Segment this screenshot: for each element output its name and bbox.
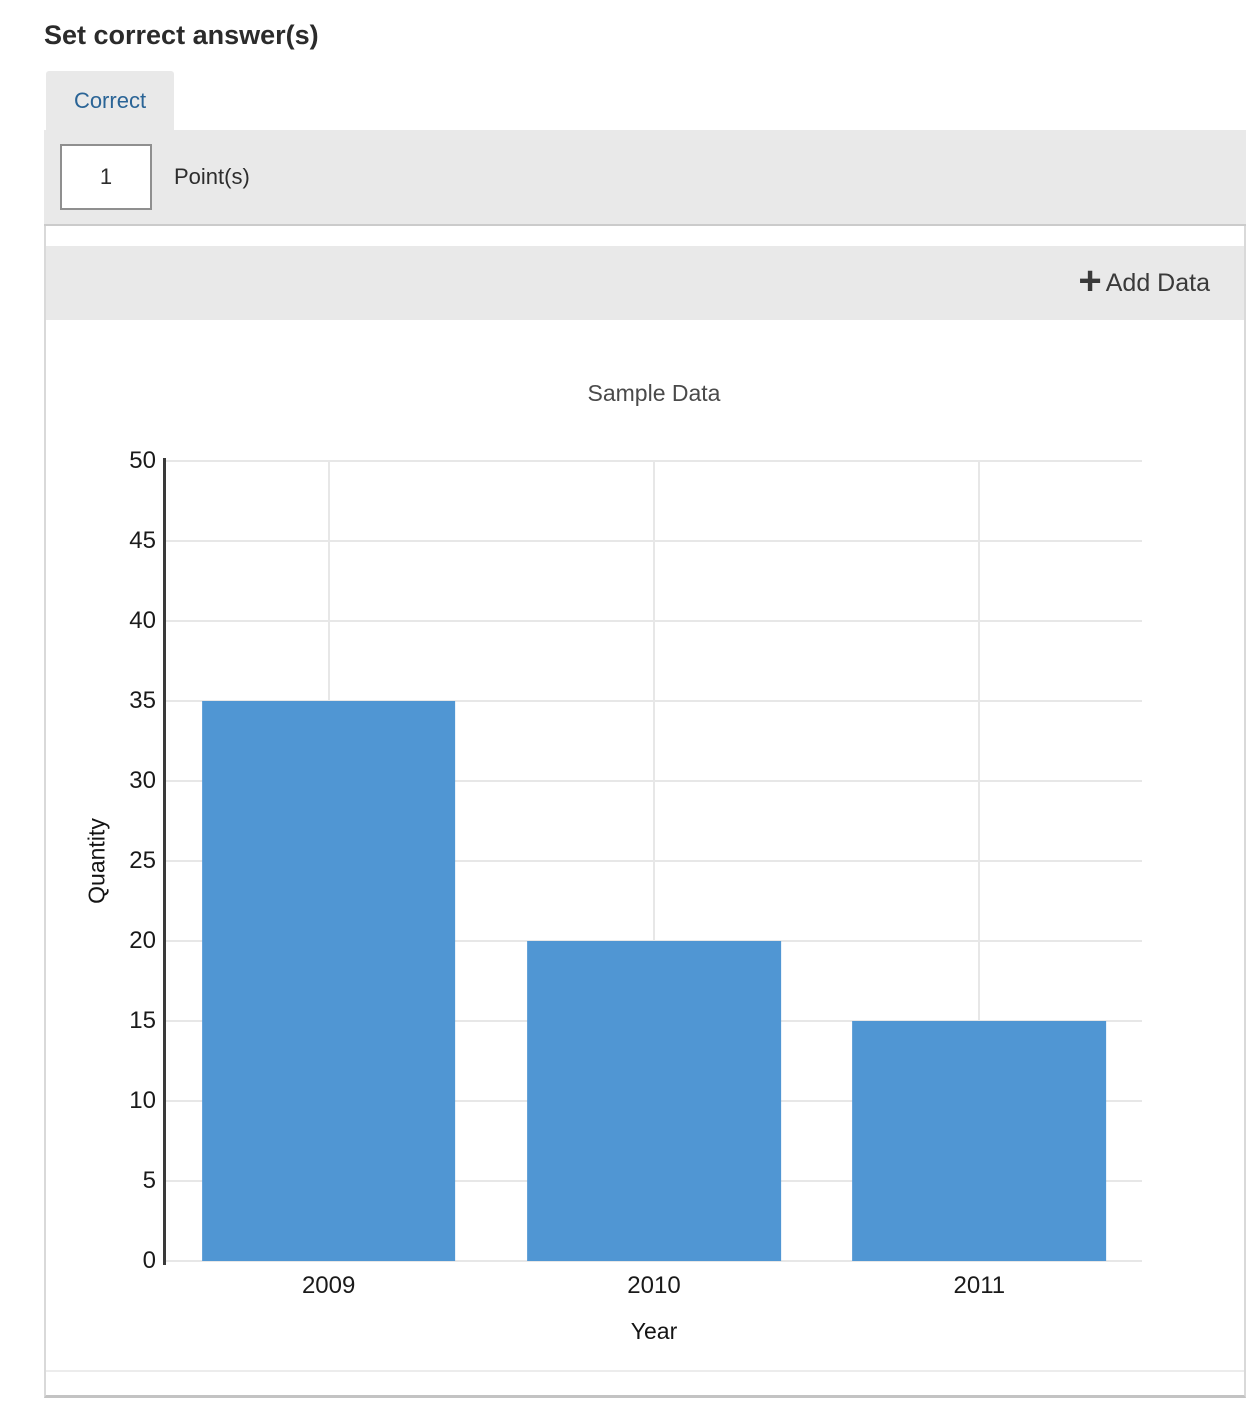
x-axis-title: Year xyxy=(630,1318,678,1344)
tab-bar: Correct xyxy=(46,71,1252,130)
bar-2011[interactable] xyxy=(852,1021,1107,1261)
page-title: Set correct answer(s) xyxy=(44,20,319,50)
add-data-button[interactable]: + Add Data xyxy=(1078,261,1210,301)
v-gridline xyxy=(653,461,655,1261)
plus-icon: + xyxy=(1078,259,1102,303)
chart-title: Sample Data xyxy=(587,380,721,406)
bar-2010[interactable] xyxy=(527,941,781,1261)
points-input[interactable] xyxy=(60,144,152,210)
y-tick-label: 50 xyxy=(129,447,156,474)
chart-region: Sample Data Quantity 50 45 40 35 30 25 20 15 10 5… xyxy=(46,320,1244,1370)
y-tick-label: 0 xyxy=(142,1247,156,1274)
x-tick-labels: 2009 2010 2011 xyxy=(166,1272,1142,1304)
x-tick-label: 2009 xyxy=(301,1272,356,1299)
y-tick-label: 25 xyxy=(129,847,156,874)
v-gridline xyxy=(978,461,981,1261)
y-tick-label: 5 xyxy=(142,1167,156,1194)
y-tick-label: 15 xyxy=(129,1007,156,1034)
y-tick-label: 30 xyxy=(129,767,156,794)
x-tick-label: 2010 xyxy=(627,1272,681,1299)
tab-correct-label: Correct xyxy=(73,87,147,113)
tab-correct[interactable]: Correct xyxy=(46,71,174,130)
h-gridline xyxy=(166,1260,1142,1262)
y-tick-label: 20 xyxy=(129,927,156,954)
chart-footer xyxy=(46,1370,1244,1395)
y-tick-label: 40 xyxy=(129,607,156,634)
points-row: Point(s) xyxy=(44,130,1246,226)
y-tick-label: 10 xyxy=(129,1087,156,1114)
chart-toolbar: + Add Data xyxy=(46,246,1244,320)
y-tick-labels: 50 45 40 35 30 25 20 15 10 5 0 xyxy=(46,447,156,1274)
y-axis-line xyxy=(163,458,166,1265)
plot-area xyxy=(163,458,1142,1265)
chart-panel: + Add Data Sample Data Quantity 50 45 40 35… xyxy=(44,226,1246,1398)
panel-spacer xyxy=(46,226,1244,246)
points-label: Point(s) xyxy=(174,164,250,189)
bar-2009[interactable] xyxy=(201,701,456,1261)
x-tick-label: 2011 xyxy=(953,1272,1006,1299)
add-data-label: Add Data xyxy=(1105,268,1210,297)
y-tick-label: 35 xyxy=(129,687,156,714)
y-tick-label: 45 xyxy=(129,527,156,554)
